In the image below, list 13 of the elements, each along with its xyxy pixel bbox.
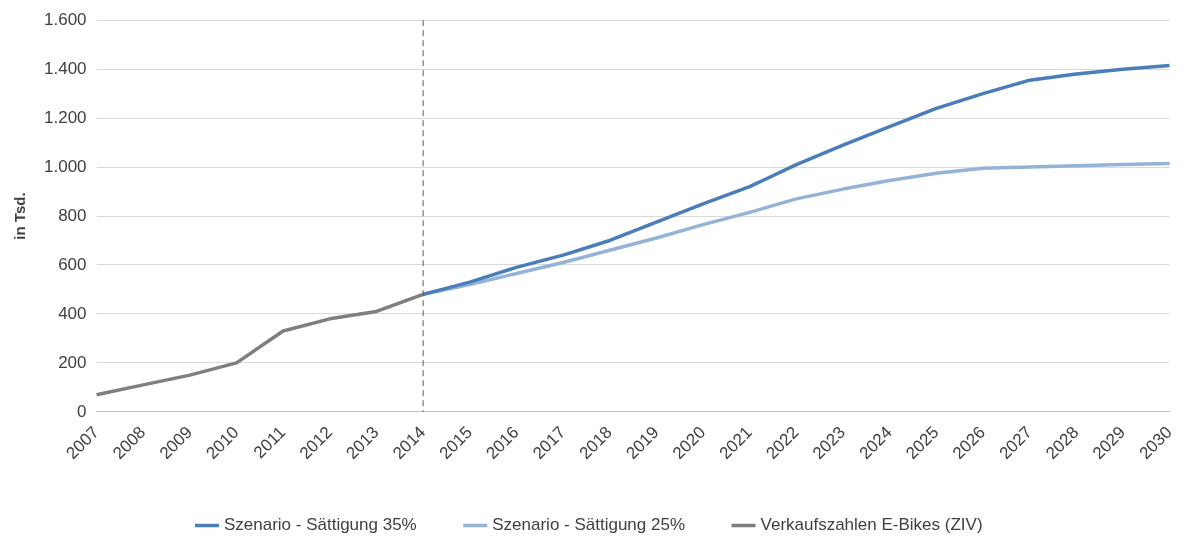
y-tick-label: 1.600 [43,9,87,29]
y-tick-label: 1.200 [43,107,87,127]
legend-label: Szenario - Sättigung 25% [492,515,686,535]
y-tick-label: 1.400 [43,58,87,78]
y-tick-label: 800 [58,205,87,225]
legend-label: Szenario - Sättigung 35% [223,515,417,535]
y-tick-label: 1.000 [43,156,87,176]
y-tick-label: 0 [77,401,87,421]
legend-label: Verkaufszahlen E-Bikes (ZIV) [760,515,983,535]
y-tick-label: 200 [58,352,87,372]
y-axis-title: in Tsd. [11,192,29,240]
y-tick-label: 600 [58,254,87,274]
y-tick-label: 400 [58,303,87,323]
